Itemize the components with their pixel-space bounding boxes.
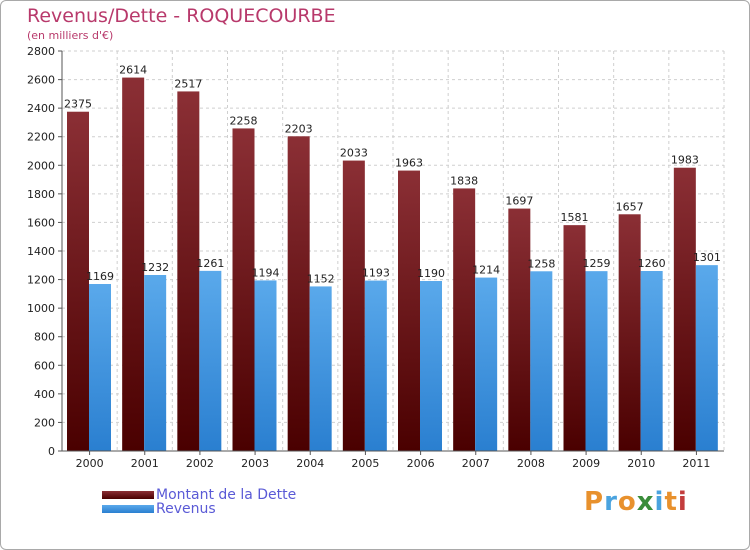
data-label-revenus: 1258 xyxy=(527,257,555,270)
bar-debt xyxy=(287,136,310,452)
labels-layer: 2375 1169 2614 1232 2517 1261 2258 1194 2203 1152… xyxy=(64,64,721,286)
x-tick-label: 2005 xyxy=(351,457,379,470)
y-tick-label: 800 xyxy=(34,331,55,344)
x-tick-label: 2008 xyxy=(517,457,545,470)
legend-item-revenus: Revenus xyxy=(102,501,216,517)
y-tick-label: 1400 xyxy=(27,245,55,258)
bar-revenus xyxy=(199,270,222,451)
data-label-debt: 2375 xyxy=(64,98,92,111)
bar-debt xyxy=(618,214,641,451)
bar-revenus xyxy=(530,271,553,451)
legend-swatch-revenus xyxy=(102,505,154,513)
x-tick-label: 2011 xyxy=(682,457,710,470)
bar-debt xyxy=(508,208,531,451)
bars-layer xyxy=(67,77,718,452)
y-tick-label: 1800 xyxy=(27,188,55,201)
x-tick-label: 2001 xyxy=(131,457,159,470)
logo-letter: i xyxy=(677,487,688,517)
logo-letter: t xyxy=(664,487,678,517)
bar-debt xyxy=(453,188,476,451)
data-label-debt: 1838 xyxy=(450,174,478,187)
chart-subtitle: (en milliers d'€) xyxy=(27,29,114,42)
x-tick-label: 2007 xyxy=(462,457,490,470)
data-label-debt: 2258 xyxy=(230,114,258,127)
axes-layer: 0 200 400 600 800 1000 1200 1400 1600 1800 2000 220… xyxy=(27,45,724,470)
bar-revenus xyxy=(640,271,663,451)
y-tick-label: 2400 xyxy=(27,102,55,115)
legend-swatch-debt xyxy=(102,491,154,499)
bar-debt xyxy=(673,167,696,451)
data-label-revenus: 1261 xyxy=(196,257,224,270)
data-label-debt: 2517 xyxy=(174,77,202,90)
bar-revenus xyxy=(585,271,608,451)
data-label-revenus: 1259 xyxy=(583,257,611,270)
bar-revenus xyxy=(475,277,498,451)
data-label-revenus: 1214 xyxy=(472,264,500,277)
data-label-debt: 1657 xyxy=(616,200,644,213)
legend-label-revenus: Revenus xyxy=(156,501,216,517)
data-label-revenus: 1193 xyxy=(362,267,390,280)
y-tick-label: 2800 xyxy=(27,45,55,58)
x-tick-label: 2000 xyxy=(76,457,104,470)
y-tick-label: 400 xyxy=(34,388,55,401)
bar-revenus xyxy=(144,275,167,451)
data-label-debt: 1983 xyxy=(671,154,699,167)
y-tick-label: 200 xyxy=(34,416,55,429)
data-label-revenus: 1169 xyxy=(86,270,114,283)
bar-revenus xyxy=(89,284,111,451)
data-label-debt: 1963 xyxy=(395,157,423,170)
data-label-debt: 2203 xyxy=(285,122,313,135)
y-tick-label: 1000 xyxy=(27,302,55,315)
bar-revenus xyxy=(695,265,718,451)
x-tick-label: 2010 xyxy=(627,457,655,470)
logo-letter: r xyxy=(604,487,618,517)
bar-revenus xyxy=(420,281,442,451)
data-label-revenus: 1301 xyxy=(693,251,721,264)
y-tick-label: 1600 xyxy=(27,216,55,229)
x-tick-label: 2002 xyxy=(186,457,214,470)
legend-label-debt: Montant de la Dette xyxy=(156,487,297,503)
data-label-revenus: 1232 xyxy=(141,261,169,274)
bar-debt xyxy=(563,225,586,451)
chart-title: Revenus/Dette - ROQUECOURBE xyxy=(27,5,336,27)
proxiti-logo: Proxiti xyxy=(584,487,688,517)
data-label-revenus: 1260 xyxy=(638,257,666,270)
bar-debt xyxy=(122,77,145,452)
bar-debt xyxy=(398,170,420,452)
y-tick-label: 600 xyxy=(34,359,55,372)
y-tick-label: 2000 xyxy=(27,159,55,172)
bar-revenus xyxy=(364,280,387,451)
data-label-revenus: 1152 xyxy=(307,272,335,285)
bar-debt xyxy=(342,160,365,452)
bar-debt xyxy=(232,128,255,451)
bar-revenus xyxy=(309,286,332,451)
data-label-debt: 2614 xyxy=(119,64,147,77)
x-tick-label: 2004 xyxy=(296,457,324,470)
bar-debt xyxy=(67,111,89,451)
data-label-revenus: 1190 xyxy=(417,267,445,280)
bar-revenus xyxy=(254,280,277,451)
logo-letter: i xyxy=(654,487,665,517)
x-tick-label: 2006 xyxy=(407,457,435,470)
data-label-debt: 1581 xyxy=(561,211,589,224)
grid-layer xyxy=(61,50,725,452)
y-tick-label: 1200 xyxy=(27,274,55,287)
x-tick-label: 2009 xyxy=(572,457,600,470)
data-label-debt: 2033 xyxy=(340,147,368,160)
logo-letter: P xyxy=(584,487,605,517)
y-tick-label: 2600 xyxy=(27,74,55,87)
x-tick-label: 2003 xyxy=(241,457,269,470)
legend-item-debt: Montant de la Dette xyxy=(102,487,297,503)
bar-debt xyxy=(177,91,200,451)
y-tick-label: 0 xyxy=(48,445,55,458)
logo-letter: x xyxy=(636,487,655,517)
y-tick-label: 2200 xyxy=(27,131,55,144)
logo-letter: o xyxy=(617,487,637,517)
data-label-debt: 1697 xyxy=(505,195,533,208)
data-label-revenus: 1194 xyxy=(252,266,280,279)
